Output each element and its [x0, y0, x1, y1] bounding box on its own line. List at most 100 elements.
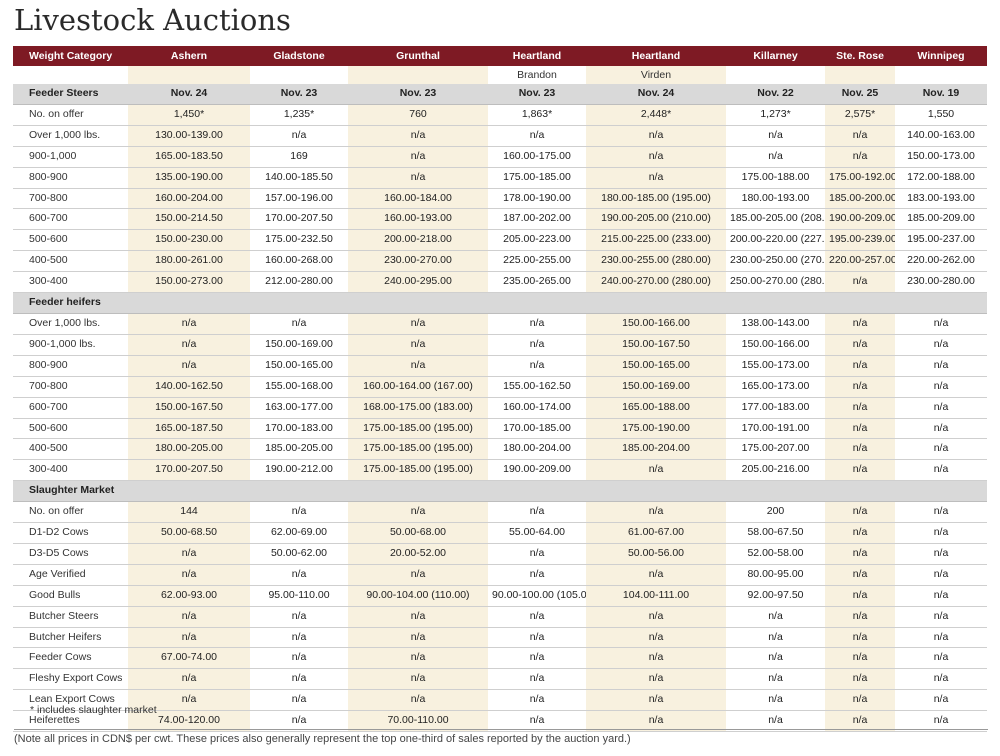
- price-cell: 92.00-97.50: [726, 585, 825, 607]
- table-row: 300-400 150.00-273.00 212.00-280.00 240.00-…: [13, 271, 987, 294]
- price-cell: 190.00-209.00: [825, 208, 895, 231]
- price-cell: 140.00-185.50: [250, 167, 348, 189]
- table-row: 600-700 150.00-167.50 163.00-177.00 168.00-…: [13, 397, 987, 419]
- price-cell: 170.00-183.00: [250, 418, 348, 440]
- price-cell: n/a: [348, 125, 488, 147]
- price-cell: 180.00-193.00: [726, 188, 825, 210]
- price-cell: n/a: [825, 668, 895, 691]
- price-cell: n/a: [348, 647, 488, 670]
- row-label: Over 1,000 lbs.: [13, 125, 128, 147]
- section-date: Nov. 22: [726, 84, 825, 105]
- price-cell: 175.00-185.00 (195.00): [348, 438, 488, 461]
- price-cell: 183.00-193.00: [895, 188, 987, 210]
- price-cell: 74.00-120.00: [128, 710, 250, 733]
- price-cell: n/a: [825, 397, 895, 419]
- price-cell: 168.00-175.00 (183.00): [348, 397, 488, 419]
- price-cell: 195.00-239.00: [825, 229, 895, 252]
- price-cell: 240.00-295.00: [348, 271, 488, 294]
- header-winnipeg: Winnipeg: [895, 46, 987, 66]
- price-cell: n/a: [348, 313, 488, 335]
- row-label: No. on offer: [13, 501, 128, 524]
- price-cell: n/a: [488, 355, 586, 377]
- table-row: 800-900 n/a 150.00-165.00 n/a n/a 150.00-165.…: [13, 355, 987, 377]
- price-cell: n/a: [128, 606, 250, 628]
- price-cell: n/a: [348, 606, 488, 628]
- price-cell: 180.00-261.00: [128, 250, 250, 273]
- table-row: 900-1,000 165.00-183.50 169 n/a 160.00-175.0…: [13, 146, 987, 168]
- price-cell: 1,863*: [488, 104, 586, 126]
- price-cell: 169: [250, 146, 348, 168]
- price-cell: 150.00-169.00: [250, 334, 348, 356]
- price-cell: n/a: [586, 689, 726, 712]
- price-cell: 50.00-68.00: [348, 522, 488, 544]
- price-cell: 175.00-232.50: [250, 229, 348, 252]
- table-row: Age Verified n/a n/a n/a n/a n/a 80.00-95.00 n/…: [13, 564, 987, 586]
- row-label: D1-D2 Cows: [13, 522, 128, 544]
- table-row: 800-900 135.00-190.00 140.00-185.50 n/a 175.…: [13, 167, 987, 189]
- price-cell: 20.00-52.00: [348, 543, 488, 565]
- price-cell: n/a: [726, 146, 825, 168]
- price-cell: 155.00-173.00: [726, 355, 825, 377]
- table-row: Over 1,000 lbs. n/a n/a n/a n/a 150.00-166.00…: [13, 313, 987, 335]
- price-cell: n/a: [895, 627, 987, 649]
- price-cell: 150.00-214.50: [128, 208, 250, 231]
- price-cell: n/a: [488, 647, 586, 670]
- price-cell: 150.00-273.00: [128, 271, 250, 294]
- location-winnipeg: [895, 66, 987, 84]
- section-date: Nov. 23: [348, 84, 488, 105]
- price-cell: 160.00-174.00: [488, 397, 586, 419]
- table-row: 600-700 150.00-214.50 170.00-207.50 160.00-…: [13, 208, 987, 231]
- location-empty: [13, 66, 128, 84]
- price-cell: 175.00-185.00 (195.00): [348, 418, 488, 440]
- price-cell: 175.00-188.00: [726, 167, 825, 189]
- price-cell: n/a: [128, 313, 250, 335]
- price-cell: 205.00-223.00: [488, 229, 586, 252]
- price-cell: 130.00-139.00: [128, 125, 250, 147]
- section-date: [825, 480, 895, 503]
- price-cell: n/a: [250, 668, 348, 691]
- price-cell: 50.00-56.00: [586, 543, 726, 565]
- price-cell: 212.00-280.00: [250, 271, 348, 294]
- price-cell: n/a: [348, 668, 488, 691]
- table-row: Feeder Cows 67.00-74.00 n/a n/a n/a n/a n/a n/a…: [13, 647, 987, 670]
- price-cell: n/a: [825, 501, 895, 524]
- price-cell: 160.00-268.00: [250, 250, 348, 273]
- header-gladstone: Gladstone: [250, 46, 348, 66]
- price-cell: 187.00-202.00: [488, 208, 586, 231]
- section-date: [128, 480, 250, 503]
- price-cell: n/a: [825, 418, 895, 440]
- price-cell: 177.00-183.00: [726, 397, 825, 419]
- price-cell: 95.00-110.00: [250, 585, 348, 607]
- row-label: 600-700: [13, 397, 128, 419]
- price-cell: 52.00-58.00: [726, 543, 825, 565]
- section-date: [726, 480, 825, 503]
- price-cell: 1,550: [895, 104, 987, 126]
- price-cell: 180.00-185.00 (195.00): [586, 188, 726, 210]
- location-row: Brandon Virden: [13, 66, 987, 84]
- row-label: 400-500: [13, 250, 128, 273]
- header-ste-rose: Ste. Rose: [825, 46, 895, 66]
- price-cell: n/a: [488, 689, 586, 712]
- section-date: [488, 480, 586, 503]
- price-cell: 215.00-225.00 (233.00): [586, 229, 726, 252]
- price-cell: n/a: [726, 710, 825, 733]
- price-cell: n/a: [895, 668, 987, 691]
- price-cell: n/a: [488, 125, 586, 147]
- section-title: Feeder heifers: [13, 292, 128, 314]
- table-row: 700-800 160.00-204.00 157.00-196.00 160.00-…: [13, 188, 987, 210]
- row-label: D3-D5 Cows: [13, 543, 128, 565]
- row-label: 900-1,000 lbs.: [13, 334, 128, 356]
- table-row: 500-600 165.00-187.50 170.00-183.00 175.00-…: [13, 418, 987, 440]
- price-cell: 104.00-111.00: [586, 585, 726, 607]
- price-cell: n/a: [895, 355, 987, 377]
- price-cell: n/a: [348, 334, 488, 356]
- row-label: Age Verified: [13, 564, 128, 586]
- section-title: Feeder Steers: [13, 84, 128, 105]
- price-cell: 135.00-190.00: [128, 167, 250, 189]
- price-cell: n/a: [128, 627, 250, 649]
- price-cell: n/a: [895, 438, 987, 461]
- price-cell: n/a: [825, 647, 895, 670]
- price-cell: 155.00-162.50: [488, 376, 586, 398]
- location-killarney: [726, 66, 825, 84]
- section-date: [586, 292, 726, 314]
